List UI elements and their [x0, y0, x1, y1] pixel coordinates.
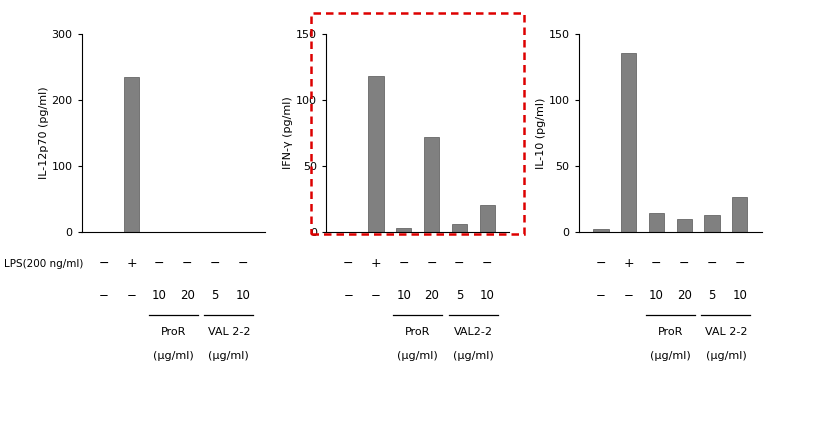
Text: −: − [623, 289, 633, 302]
Bar [452, 224, 467, 232]
Text: −: − [454, 257, 465, 270]
Text: −: − [734, 257, 745, 270]
Text: 10: 10 [733, 289, 747, 302]
Text: 10: 10 [649, 289, 664, 302]
Bar [649, 213, 664, 232]
Text: 5: 5 [211, 289, 218, 302]
Text: −: − [99, 289, 108, 302]
Text: −: − [482, 257, 492, 270]
Text: (μg/ml): (μg/ml) [453, 351, 494, 361]
Text: −: − [596, 257, 606, 270]
Text: −: − [126, 289, 136, 302]
Text: 20: 20 [676, 289, 692, 302]
Text: (μg/ml): (μg/ml) [397, 351, 438, 361]
Text: (μg/ml): (μg/ml) [706, 351, 747, 361]
Text: (μg/ml): (μg/ml) [153, 351, 194, 361]
Text: ProR: ProR [658, 327, 683, 338]
Y-axis label: IFN-γ (pg/ml): IFN-γ (pg/ml) [283, 97, 293, 169]
Text: LPS(200 ng/ml): LPS(200 ng/ml) [4, 259, 83, 269]
Text: 10: 10 [236, 289, 250, 302]
Text: 10: 10 [480, 289, 495, 302]
Bar [676, 218, 692, 232]
Text: −: − [426, 257, 437, 270]
Text: 5: 5 [708, 289, 716, 302]
Text: −: − [707, 257, 717, 270]
Text: 20: 20 [424, 289, 439, 302]
Text: +: + [623, 257, 634, 270]
Text: −: − [679, 257, 689, 270]
Bar [732, 197, 747, 232]
Text: 5: 5 [456, 289, 463, 302]
Text: VAL 2-2: VAL 2-2 [208, 327, 250, 338]
Text: −: − [343, 289, 353, 302]
Text: ProR: ProR [405, 327, 430, 338]
Text: VAL2-2: VAL2-2 [454, 327, 493, 338]
Bar [621, 53, 637, 232]
Text: ProR: ProR [161, 327, 186, 338]
Text: −: − [596, 289, 606, 302]
Bar [479, 205, 495, 232]
Y-axis label: IL-10 (pg/ml): IL-10 (pg/ml) [535, 97, 546, 169]
Bar [396, 228, 412, 232]
Bar [704, 214, 720, 232]
Text: −: − [371, 289, 381, 302]
Text: 20: 20 [179, 289, 195, 302]
Y-axis label: IL-12p70 (pg/ml): IL-12p70 (pg/ml) [38, 87, 49, 179]
Text: (μg/ml): (μg/ml) [650, 351, 691, 361]
Bar [424, 137, 439, 232]
Text: −: − [99, 257, 109, 270]
Text: −: − [182, 257, 192, 270]
Bar [124, 77, 139, 232]
Text: VAL 2-2: VAL 2-2 [705, 327, 747, 338]
Bar [593, 229, 609, 232]
Text: −: − [343, 257, 354, 270]
Text: (μg/ml): (μg/ml) [209, 351, 249, 361]
Text: 10: 10 [396, 289, 412, 302]
Text: +: + [126, 257, 137, 270]
Text: −: − [651, 257, 662, 270]
Text: −: − [209, 257, 220, 270]
Text: +: + [371, 257, 381, 270]
Text: −: − [154, 257, 165, 270]
Text: −: − [399, 257, 409, 270]
Text: −: − [237, 257, 248, 270]
Bar [368, 76, 384, 232]
Text: 10: 10 [152, 289, 167, 302]
